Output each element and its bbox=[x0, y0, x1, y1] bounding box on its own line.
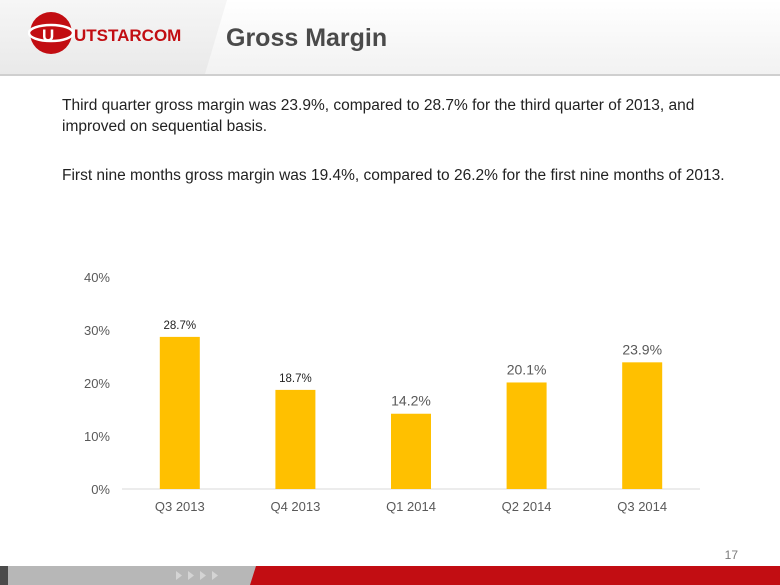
bar-q3-2014 bbox=[622, 362, 663, 489]
y-tick-label: 10% bbox=[84, 429, 110, 444]
data-label: 14.2% bbox=[391, 393, 431, 409]
footer-red-band bbox=[250, 566, 780, 585]
footer-dark-accent bbox=[0, 566, 8, 585]
bar-q3-2013 bbox=[159, 336, 200, 489]
y-tick-label: 40% bbox=[84, 270, 110, 285]
title-tab bbox=[205, 0, 780, 74]
data-label: 28.7% bbox=[163, 320, 196, 332]
x-tick-label: Q3 2013 bbox=[155, 499, 205, 514]
logo-text: UTSTARCOM bbox=[74, 26, 181, 45]
paragraph-first-nine-months: First nine months gross margin was 19.4%… bbox=[62, 167, 725, 184]
y-tick-label: 20% bbox=[84, 376, 110, 391]
bar-q4-2013 bbox=[275, 389, 316, 489]
x-tick-label: Q4 2013 bbox=[270, 499, 320, 514]
page-number: 17 bbox=[724, 548, 738, 562]
y-tick-label: 0% bbox=[91, 482, 110, 497]
x-tick-label: Q3 2014 bbox=[617, 499, 667, 514]
data-label: 20.1% bbox=[507, 361, 547, 377]
data-label: 18.7% bbox=[279, 373, 312, 385]
gross-margin-chart: 0% 10% 20% 30% 40% 28.7% Q3 2013 18.7% Q4 2013 14… bbox=[0, 230, 780, 530]
bar-q2-2014 bbox=[506, 382, 547, 489]
footer-arrows-icon bbox=[176, 571, 218, 580]
chart-svg: 0% 10% 20% 30% 40% 28.7% Q3 2013 18.7% Q4 2013 14… bbox=[84, 270, 700, 514]
utstarcom-logo: U UTSTARCOM bbox=[28, 12, 181, 54]
x-tick-label: Q1 2014 bbox=[386, 499, 436, 514]
y-tick-label: 30% bbox=[84, 323, 110, 338]
slide-title: Gross Margin bbox=[226, 24, 388, 52]
data-label: 23.9% bbox=[622, 341, 662, 357]
logo-letter-u: U bbox=[42, 26, 54, 45]
x-tick-label: Q2 2014 bbox=[502, 499, 552, 514]
paragraph-third-quarter: Third quarter gross margin was 23.9%, co… bbox=[62, 97, 695, 135]
bar-q1-2014 bbox=[391, 413, 431, 489]
